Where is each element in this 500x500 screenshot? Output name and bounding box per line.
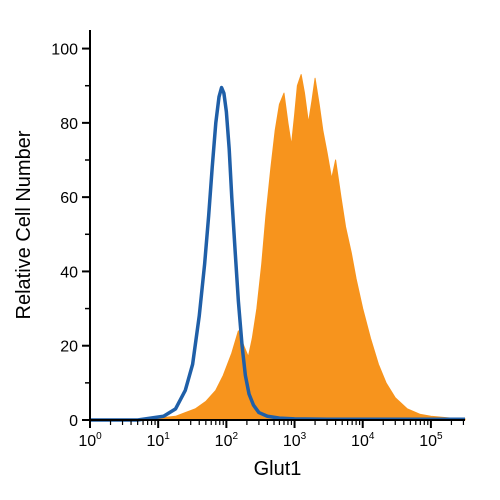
y-tick-label: 100 <box>51 42 78 59</box>
x-tick-label: 104 <box>351 431 375 450</box>
flow-cytometry-histogram: 0 20 40 60 80 100 100 101 102 103 104 105 Glut1 Relat… <box>0 0 500 500</box>
x-tick-label: 105 <box>419 431 443 450</box>
y-tick-label: 80 <box>60 116 78 133</box>
y-tick-label: 60 <box>60 190 78 207</box>
y-axis-label: Relative Cell Number <box>13 130 35 319</box>
x-tick-label: 100 <box>78 431 102 450</box>
y-tick-label: 20 <box>60 339 78 356</box>
chart-svg: 0 20 40 60 80 100 100 101 102 103 104 105 Glut1 Relat… <box>0 0 500 500</box>
x-axis-label: Glut1 <box>254 458 302 480</box>
x-tick-label: 103 <box>283 431 307 450</box>
x-tick-label: 101 <box>147 431 171 450</box>
x-tick-label: 102 <box>215 431 239 450</box>
y-tick-label: 40 <box>60 264 78 281</box>
y-tick-label: 0 <box>69 413 78 430</box>
